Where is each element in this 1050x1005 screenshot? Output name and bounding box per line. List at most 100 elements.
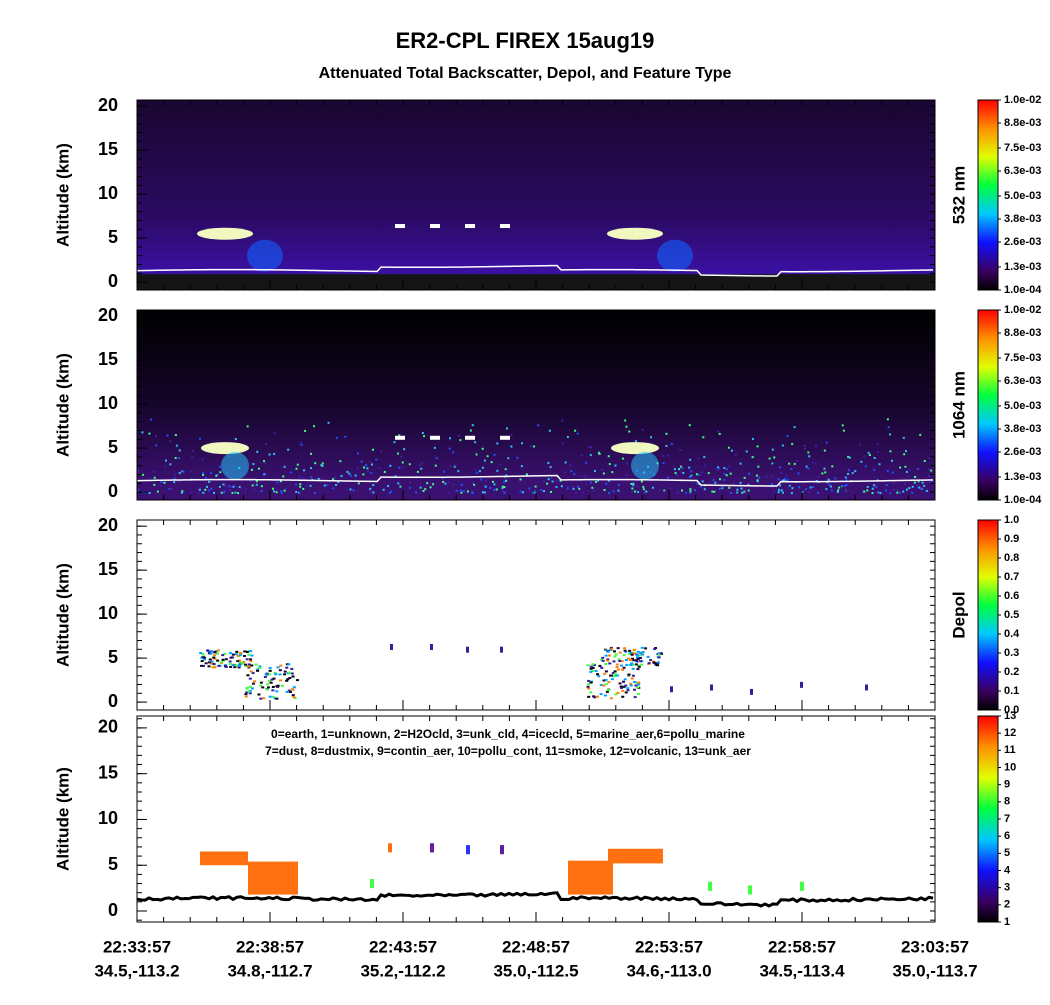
noise [474,468,477,471]
noise [190,491,193,494]
noise [542,480,545,483]
noise [548,429,551,432]
depol-pixel [609,697,613,700]
noise [352,489,355,492]
feature-pixel [388,843,392,853]
noise [777,478,780,481]
noise [505,474,508,477]
noise [493,453,496,456]
noise [150,418,153,421]
depol-pixel [238,659,242,662]
noise [268,453,271,456]
depol-pixel [265,688,269,691]
noise [334,484,337,487]
noise [337,481,340,484]
depol-pixel [278,669,282,672]
depol-pixel [629,658,633,661]
noise [698,473,701,476]
depol-pixel [636,686,640,689]
noise [424,488,427,491]
noise [714,489,717,492]
noise [864,465,867,468]
noise [625,473,628,476]
noise [779,484,782,487]
noise [688,424,691,427]
noise [681,466,684,469]
depol-pixel [631,651,635,654]
noise [256,450,259,453]
noise [873,484,876,487]
subtitle: Attenuated Total Backscatter, Depol, and… [319,65,732,82]
depol-pixel [634,663,638,666]
depol-pixel [288,677,292,680]
noise [886,469,889,472]
depol-pixel [610,647,614,650]
cloud [395,224,405,229]
depol-pixel [613,670,617,673]
depol-pixel [275,690,279,693]
noise [550,476,553,479]
depol-pixel [278,673,282,676]
depol-pixel [259,684,263,687]
depol-pixel [278,679,282,682]
noise [768,457,771,460]
noise [805,488,808,491]
noise [703,488,706,491]
depol-pixel [710,684,713,691]
colorbar-tick-label: 8.8e-03 [1004,327,1041,339]
depol-pixel [430,644,433,651]
noise [175,444,178,447]
noise [349,474,352,477]
y-tick-label: 0 [108,900,118,920]
noise [178,472,181,475]
noise [837,489,840,492]
noise [389,464,392,467]
noise [473,483,476,486]
cloud [395,435,405,440]
noise [585,461,588,464]
depol-pixel [649,659,653,662]
x-tick-sublabel: 34.5,-113.2 [94,961,179,980]
noise [723,472,726,475]
noise [889,450,892,453]
noise [458,434,461,437]
noise [499,463,502,466]
colorbar-tick-label: 5.0e-03 [1004,400,1041,412]
noise [481,491,484,494]
depol-pixel [203,658,207,661]
depol-pixel [209,662,213,665]
noise [298,491,301,494]
depol-pixel [602,684,606,687]
colorbar-tick-label: 3 [1004,882,1010,894]
noise [459,439,462,442]
y-tick-label: 10 [98,808,118,828]
feature-pixel [370,878,374,889]
noise [260,485,263,488]
noise [807,491,810,494]
noise [603,489,606,492]
noise [612,490,615,493]
noise [486,455,489,458]
noise [773,490,776,493]
noise [279,480,282,483]
noise [790,468,793,471]
noise [505,479,508,482]
noise [304,429,307,432]
noise [607,492,610,495]
depol-pixel [626,689,630,692]
depol-pixel [636,650,640,653]
depol-pixel [274,673,278,676]
noise [886,418,889,421]
smoke-plume [197,227,253,240]
depol-pixel [269,681,273,684]
smoke-plume [611,442,659,455]
noise [532,491,535,494]
depol-pixel [229,663,233,666]
noise [783,477,786,480]
noise [905,488,908,491]
colorbar-tick-label: 3.8e-03 [1004,423,1041,435]
y-tick-label: 5 [108,647,118,667]
noise [701,480,704,483]
noise [496,469,499,472]
depol-pixel [657,656,661,659]
